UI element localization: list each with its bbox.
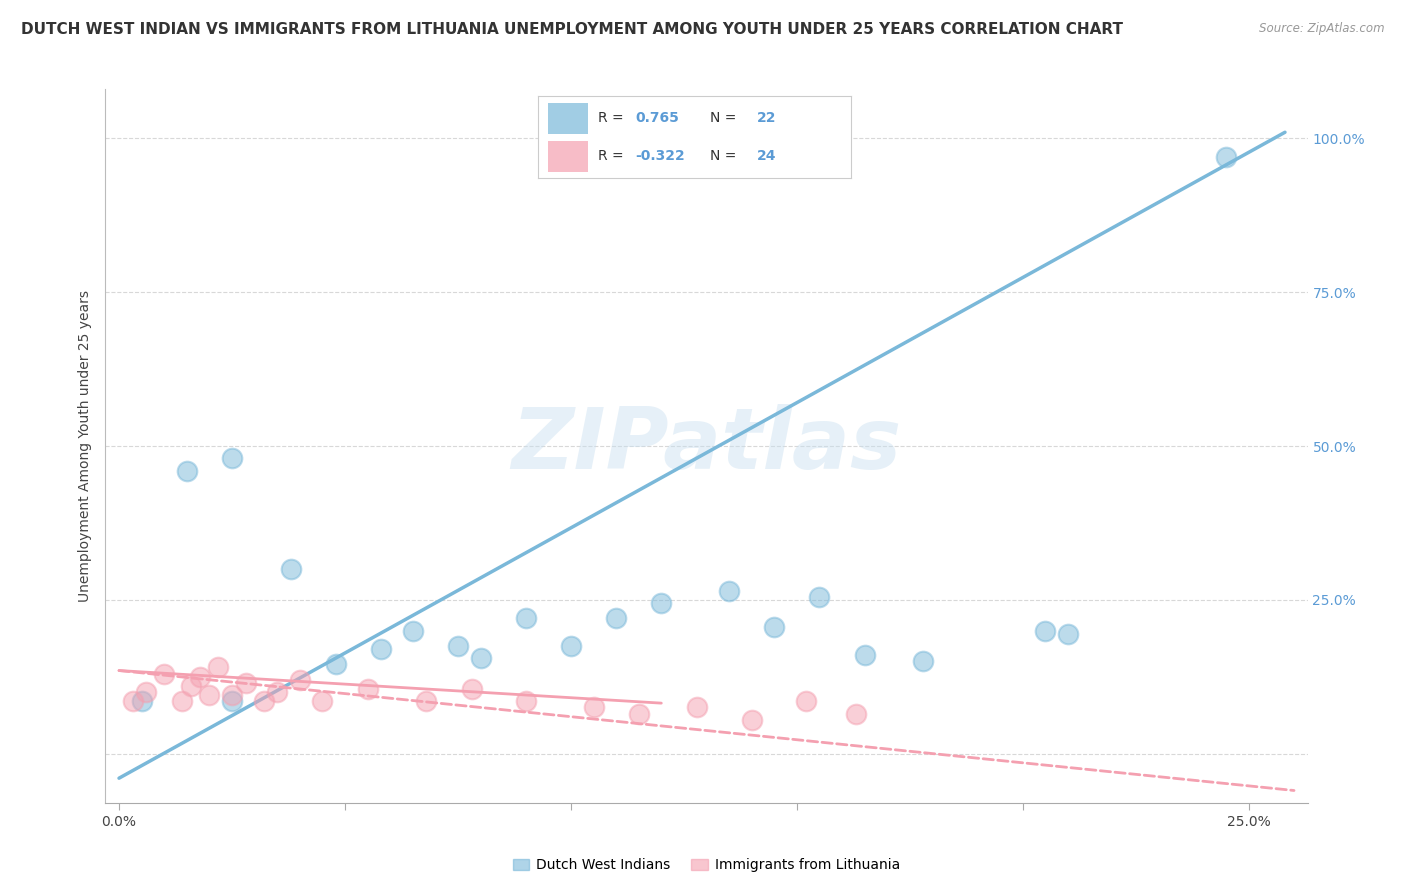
Point [515,611,537,625]
Point [221,451,243,466]
Point [135,685,157,699]
Point [356,681,378,696]
Point [470,651,492,665]
Y-axis label: Unemployment Among Youth under 25 years: Unemployment Among Youth under 25 years [77,290,91,602]
Point [718,583,741,598]
Point [794,694,817,708]
Point [176,464,198,478]
Point [605,611,627,625]
Point [853,648,876,662]
Point [280,562,302,576]
Point [447,639,470,653]
Legend: Dutch West Indians, Immigrants from Lithuania: Dutch West Indians, Immigrants from Lith… [508,853,905,878]
Point [198,688,221,702]
Point [311,694,333,708]
Point [741,713,763,727]
Point [221,688,243,702]
Point [235,676,257,690]
Point [460,681,482,696]
Point [370,642,392,657]
Point [627,706,650,721]
Point [121,694,143,708]
Point [808,590,831,604]
Point [266,685,288,699]
Point [172,694,194,708]
Point [207,660,229,674]
Point [153,666,176,681]
Point [650,596,672,610]
Text: ZIPatlas: ZIPatlas [512,404,901,488]
Point [325,657,347,672]
Point [582,700,605,714]
Point [402,624,425,638]
Point [1215,150,1237,164]
Point [912,654,935,668]
Point [288,673,311,687]
Point [221,694,243,708]
Point [188,670,211,684]
Point [560,639,582,653]
Point [180,679,202,693]
Point [763,620,786,634]
Point [845,706,868,721]
Point [1057,626,1080,640]
Point [686,700,709,714]
Point [253,694,276,708]
Point [1035,624,1057,638]
Text: Source: ZipAtlas.com: Source: ZipAtlas.com [1260,22,1385,36]
Text: DUTCH WEST INDIAN VS IMMIGRANTS FROM LITHUANIA UNEMPLOYMENT AMONG YOUTH UNDER 25: DUTCH WEST INDIAN VS IMMIGRANTS FROM LIT… [21,22,1123,37]
Point [515,694,537,708]
Point [131,694,153,708]
Point [415,694,437,708]
